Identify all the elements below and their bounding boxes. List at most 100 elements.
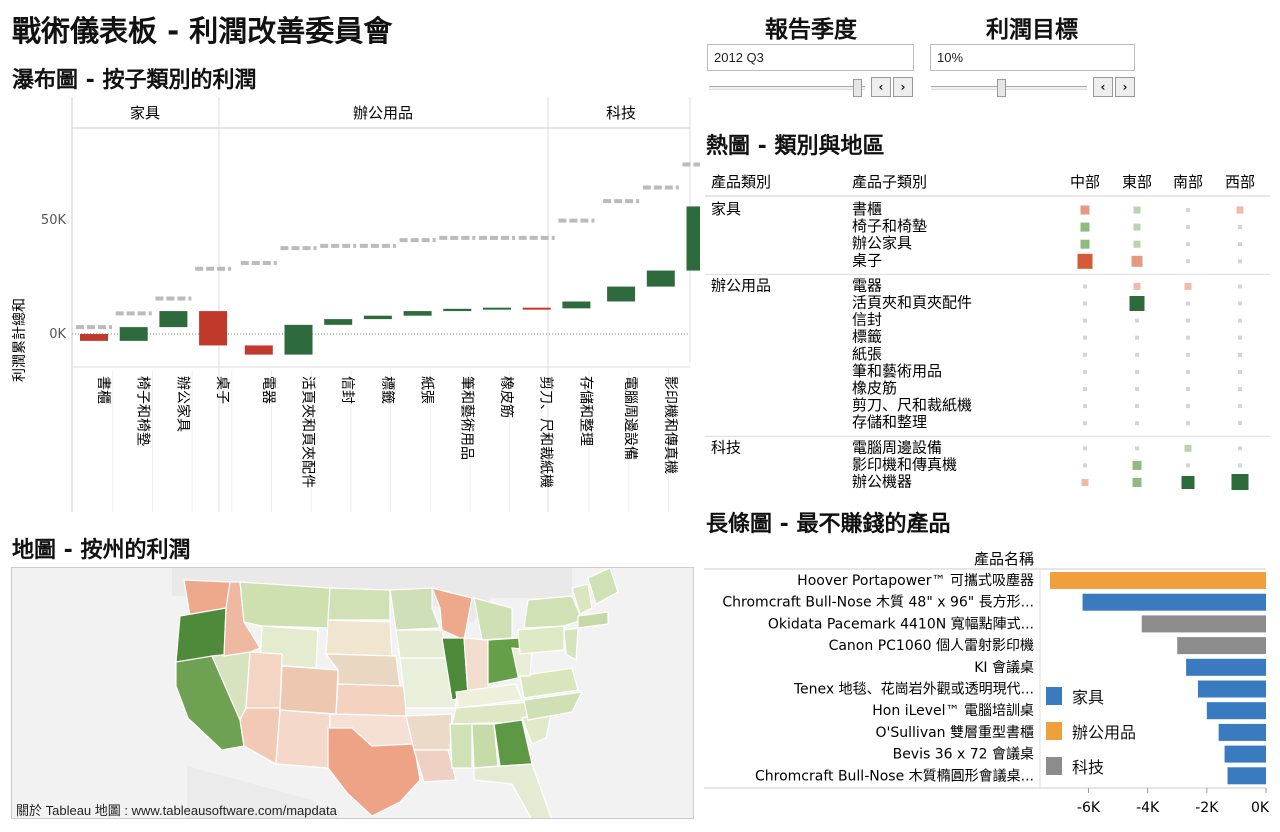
heatmap-cell[interactable] [1186,352,1190,357]
heatmap-cell[interactable] [1081,479,1089,486]
state-new-york[interactable] [523,595,583,629]
heatmap-cell[interactable] [1133,282,1141,290]
heatmap-cell[interactable] [1135,446,1139,451]
heatmap-cell[interactable] [1083,352,1087,357]
heatmap-cell[interactable] [1135,335,1139,340]
waterfall-bar[interactable] [443,308,472,312]
waterfall-bar[interactable] [522,307,551,310]
heatmap-cell[interactable] [1132,478,1142,487]
state-kansas[interactable] [335,683,407,717]
heatmap-cell[interactable] [1080,222,1090,232]
state-utah[interactable] [245,651,283,709]
state-new-mexico[interactable] [275,709,331,769]
heatmap-cell[interactable] [1083,463,1087,468]
waterfall-bar[interactable] [607,286,636,302]
heatmap-cell[interactable] [1238,463,1242,468]
barchart-bar[interactable] [1141,615,1266,633]
state-maine[interactable] [587,568,619,605]
target-input[interactable]: 10% [930,44,1135,71]
heatmap-cell[interactable] [1083,421,1087,426]
heatmap-cell[interactable] [1132,460,1142,470]
state-montana[interactable] [239,581,331,629]
heatmap-cell[interactable] [1186,259,1190,264]
heatmap-cell[interactable] [1133,206,1141,214]
waterfall-bar[interactable] [363,315,392,320]
heatmap-cell[interactable] [1186,387,1190,391]
heatmap-cell[interactable] [1083,284,1087,289]
target-next-button[interactable]: › [1115,77,1135,97]
heatmap-cell[interactable] [1131,255,1143,267]
heatmap-cell[interactable] [1186,208,1190,212]
barchart-bar[interactable] [1050,572,1266,589]
quarter-next-button[interactable]: › [893,77,913,97]
heatmap-cell[interactable] [1135,352,1139,357]
heatmap-cell[interactable] [1135,369,1139,374]
heatmap-cell[interactable] [1181,476,1195,489]
state-colorado[interactable] [279,665,339,715]
state-north-carolina[interactable] [523,691,584,721]
heatmap-cell[interactable] [1080,205,1090,215]
barchart-bar[interactable] [1227,767,1266,785]
heatmap-cell[interactable] [1135,318,1139,323]
state-indiana[interactable] [463,637,489,695]
barchart-bar[interactable] [1206,702,1266,720]
state-north-dakota[interactable] [327,587,391,621]
heatmap-cell[interactable] [1238,404,1242,409]
heatmap-cell[interactable] [1186,242,1190,247]
state-minnesota[interactable] [389,587,441,631]
heatmap-cell[interactable] [1238,318,1242,323]
waterfall-bar[interactable] [284,324,313,355]
heatmap-cell[interactable] [1135,421,1139,426]
state-massachusetts[interactable] [577,611,609,629]
barchart-bar[interactable] [1224,745,1266,763]
heatmap-cell[interactable] [1231,474,1249,491]
heatmap-cell[interactable] [1238,387,1242,391]
quarter-slider-track[interactable] [709,86,865,90]
heatmap-cell[interactable] [1080,239,1090,249]
waterfall-bar[interactable] [686,206,715,271]
heatmap-cell[interactable] [1083,369,1087,374]
heatmap-cell[interactable] [1238,335,1242,340]
state-alabama[interactable] [471,723,499,769]
heatmap-cell[interactable] [1238,301,1242,306]
heatmap-cell[interactable] [1083,335,1087,340]
heatmap-cell[interactable] [1083,446,1087,451]
state-florida[interactable] [473,763,552,819]
heatmap-cell[interactable] [1135,387,1139,391]
state-texas[interactable] [327,727,421,817]
waterfall-bar[interactable] [324,319,353,325]
target-prev-button[interactable]: ‹ [1093,77,1113,97]
heatmap-cell[interactable] [1238,242,1242,247]
waterfall-bar[interactable] [80,334,108,341]
barchart-bar[interactable] [1177,637,1266,655]
waterfall-bar[interactable] [483,307,511,310]
heatmap-cell[interactable] [1186,463,1190,468]
heatmap-cell[interactable] [1238,284,1242,289]
heatmap-cell[interactable] [1186,318,1190,323]
us-map[interactable]: 關於 Tableau 地圖 : www.tableausoftware.com/… [11,567,694,819]
heatmap-cell[interactable] [1083,301,1087,306]
state-louisiana[interactable] [413,749,457,783]
heatmap-cell[interactable] [1238,446,1242,451]
state-south-dakota[interactable] [325,619,393,657]
heatmap-cell[interactable] [1186,335,1190,340]
heatmap-cell[interactable] [1083,404,1087,409]
heatmap-cell[interactable] [1238,225,1242,230]
state-kentucky[interactable] [455,683,523,709]
waterfall-bar[interactable] [159,311,188,328]
target-slider-track[interactable] [931,86,1087,90]
heatmap-cell[interactable] [1238,421,1242,426]
heatmap-cell[interactable] [1186,225,1190,230]
state-new-jersey[interactable] [563,627,579,662]
waterfall-bar[interactable] [646,270,675,287]
barchart-bar[interactable] [1218,723,1266,741]
heatmap-cell[interactable] [1236,206,1244,214]
target-slider-thumb[interactable] [997,79,1007,97]
state-pennsylvania[interactable] [517,625,565,655]
state-wisconsin[interactable] [431,587,473,641]
state-oregon[interactable] [175,607,227,663]
heatmap-cell[interactable] [1238,369,1242,374]
heatmap-cell[interactable] [1083,387,1087,391]
heatmap-cell[interactable] [1184,444,1192,452]
quarter-prev-button[interactable]: ‹ [871,77,891,97]
